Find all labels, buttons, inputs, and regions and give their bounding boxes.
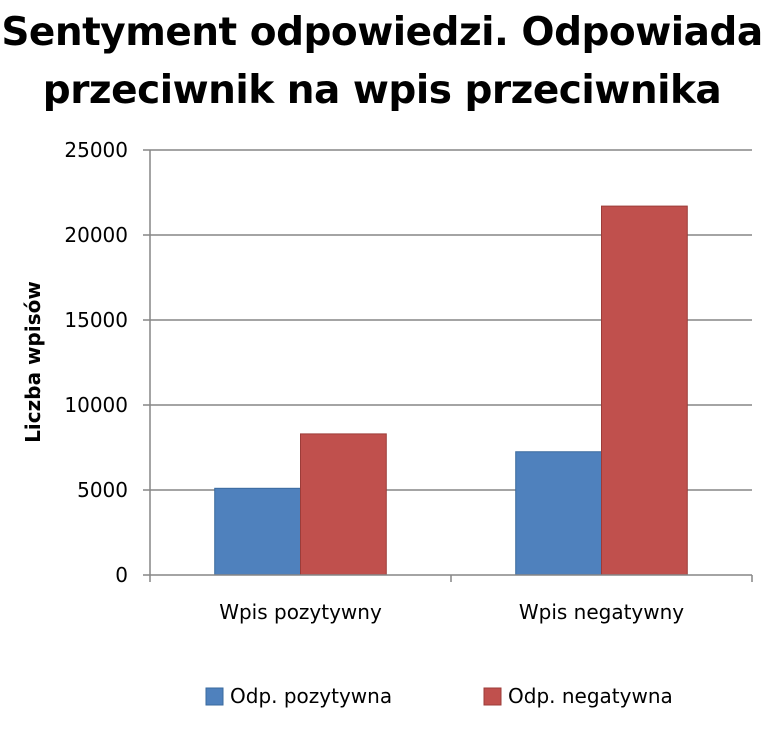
legend-label: Odp. negatywna: [508, 684, 673, 708]
y-tick-label: 25000: [64, 138, 128, 162]
bar: [515, 451, 603, 576]
chart-title: Sentyment odpowiedzi. Odpowiada przeciwn…: [1, 10, 763, 113]
bar: [300, 433, 387, 576]
bars: [214, 205, 688, 576]
bar: [601, 205, 688, 576]
y-tick-label: 15000: [64, 308, 128, 332]
y-tick-label: 0: [115, 563, 128, 587]
legend-label: Odp. pozytywna: [230, 684, 392, 708]
axes: [143, 149, 753, 582]
x-category-label: Wpis pozytywny: [219, 600, 382, 624]
bar: [214, 487, 301, 576]
legend-swatch: [483, 687, 502, 706]
y-tick-label: 20000: [64, 223, 128, 247]
y-tick-labels: 0 5000 10000 15000 20000 25000: [64, 138, 128, 587]
x-category-label: Wpis negatywny: [519, 600, 684, 624]
x-category-labels: Wpis pozytywny Wpis negatywny: [219, 600, 684, 624]
legend-swatch: [205, 687, 224, 706]
y-axis-label: Liczba wpisów: [21, 281, 45, 443]
y-tick-label: 5000: [77, 478, 128, 502]
y-tick-label: 10000: [64, 393, 128, 417]
legend: Odp. pozytywna Odp. negatywna: [205, 684, 673, 708]
